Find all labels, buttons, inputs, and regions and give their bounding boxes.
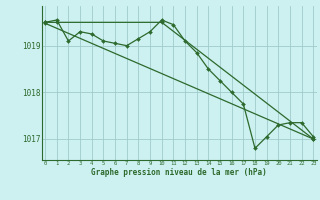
X-axis label: Graphe pression niveau de la mer (hPa): Graphe pression niveau de la mer (hPa) xyxy=(91,168,267,177)
